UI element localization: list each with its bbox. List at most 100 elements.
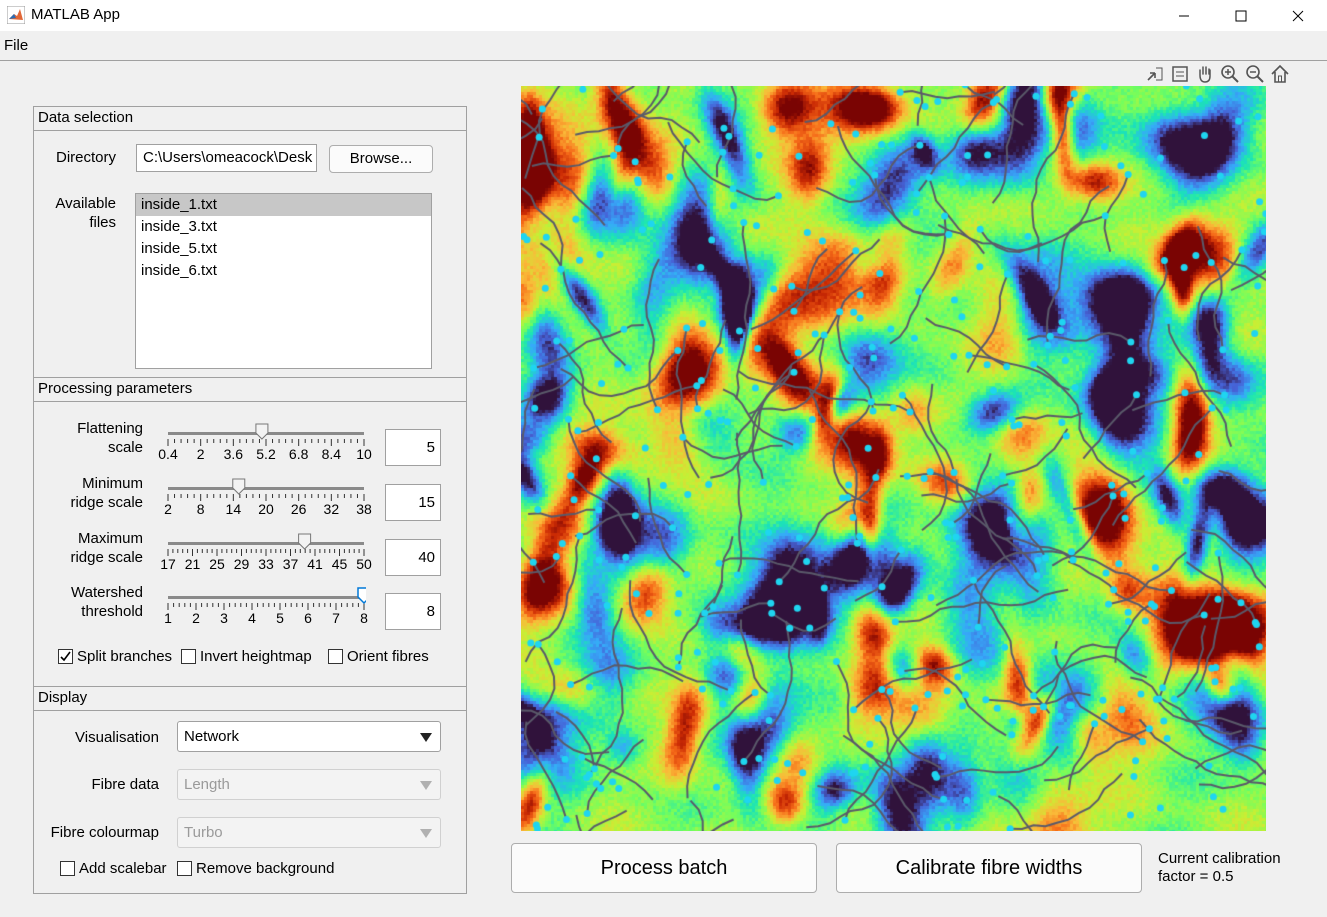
slider-thumb[interactable]	[357, 587, 371, 605]
matlab-logo-icon	[7, 6, 25, 24]
split-branches-checkbox[interactable]: Split branches	[58, 647, 172, 665]
slider-tick-label: 17	[160, 556, 176, 572]
processing-parameters-panel: Processing parameters	[33, 377, 467, 687]
slider-track[interactable]	[166, 580, 371, 610]
dropdown-value: Network	[184, 728, 240, 745]
zoom-in-icon[interactable]	[1220, 64, 1240, 84]
slider-tick-label: 26	[290, 501, 307, 517]
panel-title: Display	[34, 687, 466, 711]
list-item[interactable]: inside_5.txt	[141, 240, 217, 257]
slider-tick-label: 1	[164, 610, 172, 626]
slider-label-line-2: scale	[107, 439, 143, 456]
display-panel: Display Visualisation Network Fibre data…	[33, 686, 467, 894]
panel-title: Processing parameters	[34, 378, 466, 402]
fibre-colourmap-label: Fibre colourmap	[50, 824, 159, 841]
visualisation-dropdown[interactable]: Network	[177, 721, 441, 752]
export-icon[interactable]	[1145, 64, 1165, 84]
slider-thumb[interactable]	[232, 478, 246, 495]
dropdown-value: Turbo	[184, 824, 223, 841]
checkbox-label: Split branches	[77, 647, 173, 665]
list-item[interactable]: inside_6.txt	[141, 262, 217, 279]
parameter-slider[interactable]: 0.4 2 3.6 5.2 6.8 8.4 10	[158, 416, 372, 462]
slider-tick-label: 21	[184, 556, 201, 572]
minimize-icon	[1179, 15, 1189, 16]
panel-title: Data selection	[34, 107, 466, 131]
parameter-value-field[interactable]: 5	[385, 429, 441, 466]
checkbox-box[interactable]	[60, 860, 75, 876]
slider-track[interactable]	[166, 416, 366, 446]
slider-tick-label: 3.6	[223, 446, 244, 462]
checkbox-box[interactable]	[177, 860, 192, 876]
slider-tick-label: 2	[192, 610, 200, 626]
home-icon[interactable]	[1270, 64, 1290, 84]
slider-label-line-1: Flattening	[77, 420, 143, 437]
parameter-value-field[interactable]: 15	[385, 484, 441, 521]
parameter-value-field[interactable]: 8	[385, 593, 441, 630]
checkbox-label: Remove background	[196, 859, 335, 877]
remove-background-checkbox[interactable]: Remove background	[177, 859, 334, 877]
slider-tick-label: 32	[323, 501, 340, 517]
slider-tick-label: 5.2	[256, 446, 276, 462]
slider-thumb[interactable]	[255, 423, 269, 440]
slider-tick-label: 8	[360, 610, 368, 626]
slider-tick-label: 0.4	[158, 446, 178, 462]
minimize-button[interactable]	[1155, 0, 1213, 31]
slider-tick-label: 20	[258, 501, 274, 517]
slider-label-line-1: Watershed	[71, 584, 143, 601]
slider-tick-label: 33	[258, 556, 274, 572]
slider-thumb[interactable]	[298, 533, 312, 550]
slider-label-line-2: ridge scale	[70, 549, 143, 566]
dropdown-value: Length	[184, 776, 230, 793]
checkbox-label: Orient fibres	[347, 647, 429, 665]
slider-track[interactable]	[166, 471, 366, 501]
slider-label-line-2: ridge scale	[70, 494, 143, 511]
fibre-colourmap-dropdown[interactable]: Turbo	[177, 817, 441, 848]
data-selection-panel: Data selection Directory C:\Users\omeaco…	[33, 106, 467, 378]
data-tips-icon[interactable]	[1170, 64, 1190, 84]
slider-tick-label: 6.8	[288, 446, 309, 462]
parameter-value-field[interactable]: 40	[385, 539, 441, 576]
checkbox-box[interactable]	[181, 648, 196, 664]
visualisation-label: Visualisation	[75, 729, 159, 746]
slider-tick-label: 7	[332, 610, 340, 626]
slider-tick-label: 45	[331, 556, 348, 572]
checkbox-box[interactable]	[328, 648, 343, 664]
slider-track[interactable]	[166, 526, 366, 556]
parameter-slider[interactable]: 1 2 3 4 5 6 7 8	[164, 580, 371, 626]
zoom-out-icon[interactable]	[1245, 64, 1265, 84]
menu-file[interactable]: File	[4, 37, 29, 54]
slider-label-line-1: Minimum	[82, 475, 143, 492]
checkbox-box[interactable]	[58, 648, 73, 664]
directory-field[interactable]: C:\Users\omeacock\Desk	[136, 144, 317, 172]
fibre-data-dropdown[interactable]: Length	[177, 769, 441, 800]
list-item[interactable]: inside_1.txt	[136, 194, 431, 216]
checkmark-icon	[60, 651, 71, 661]
close-button[interactable]	[1269, 0, 1327, 31]
orient-fibres-checkbox[interactable]: Orient fibres	[328, 647, 429, 665]
available-files-label-2: files	[89, 214, 116, 231]
slider-tick-label: 50	[356, 556, 372, 572]
slider-tick-label: 2	[164, 501, 172, 517]
chevron-down-icon	[420, 781, 432, 790]
fibre-network-image[interactable]	[521, 86, 1266, 831]
slider-tick-label: 37	[282, 556, 299, 572]
checkbox-label: Invert heightmap	[200, 647, 312, 665]
pan-hand-icon[interactable]	[1195, 64, 1215, 84]
parameter-slider[interactable]: 17 21 25 29 33 37 41 45 50	[160, 526, 372, 572]
slider-tick-label: 5	[276, 610, 284, 626]
calibrate-fibre-widths-button[interactable]: Calibrate fibre widths	[836, 843, 1142, 893]
browse-button[interactable]: Browse...	[329, 145, 433, 173]
slider-label-line-1: Maximum	[77, 530, 143, 547]
fibre-data-label: Fibre data	[91, 776, 159, 793]
chevron-down-icon	[420, 733, 432, 742]
slider-tick-label: 8	[196, 501, 205, 517]
available-files-label-1: Available	[55, 195, 116, 212]
parameter-slider[interactable]: 2 8 14 20 26 32 38	[164, 471, 372, 517]
process-batch-button[interactable]: Process batch	[511, 843, 817, 893]
add-scalebar-checkbox[interactable]: Add scalebar	[60, 859, 167, 877]
maximize-button[interactable]	[1212, 0, 1270, 31]
invert-heightmap-checkbox[interactable]: Invert heightmap	[181, 647, 312, 665]
checkbox-label: Add scalebar	[79, 859, 167, 877]
list-item[interactable]: inside_3.txt	[141, 218, 217, 235]
